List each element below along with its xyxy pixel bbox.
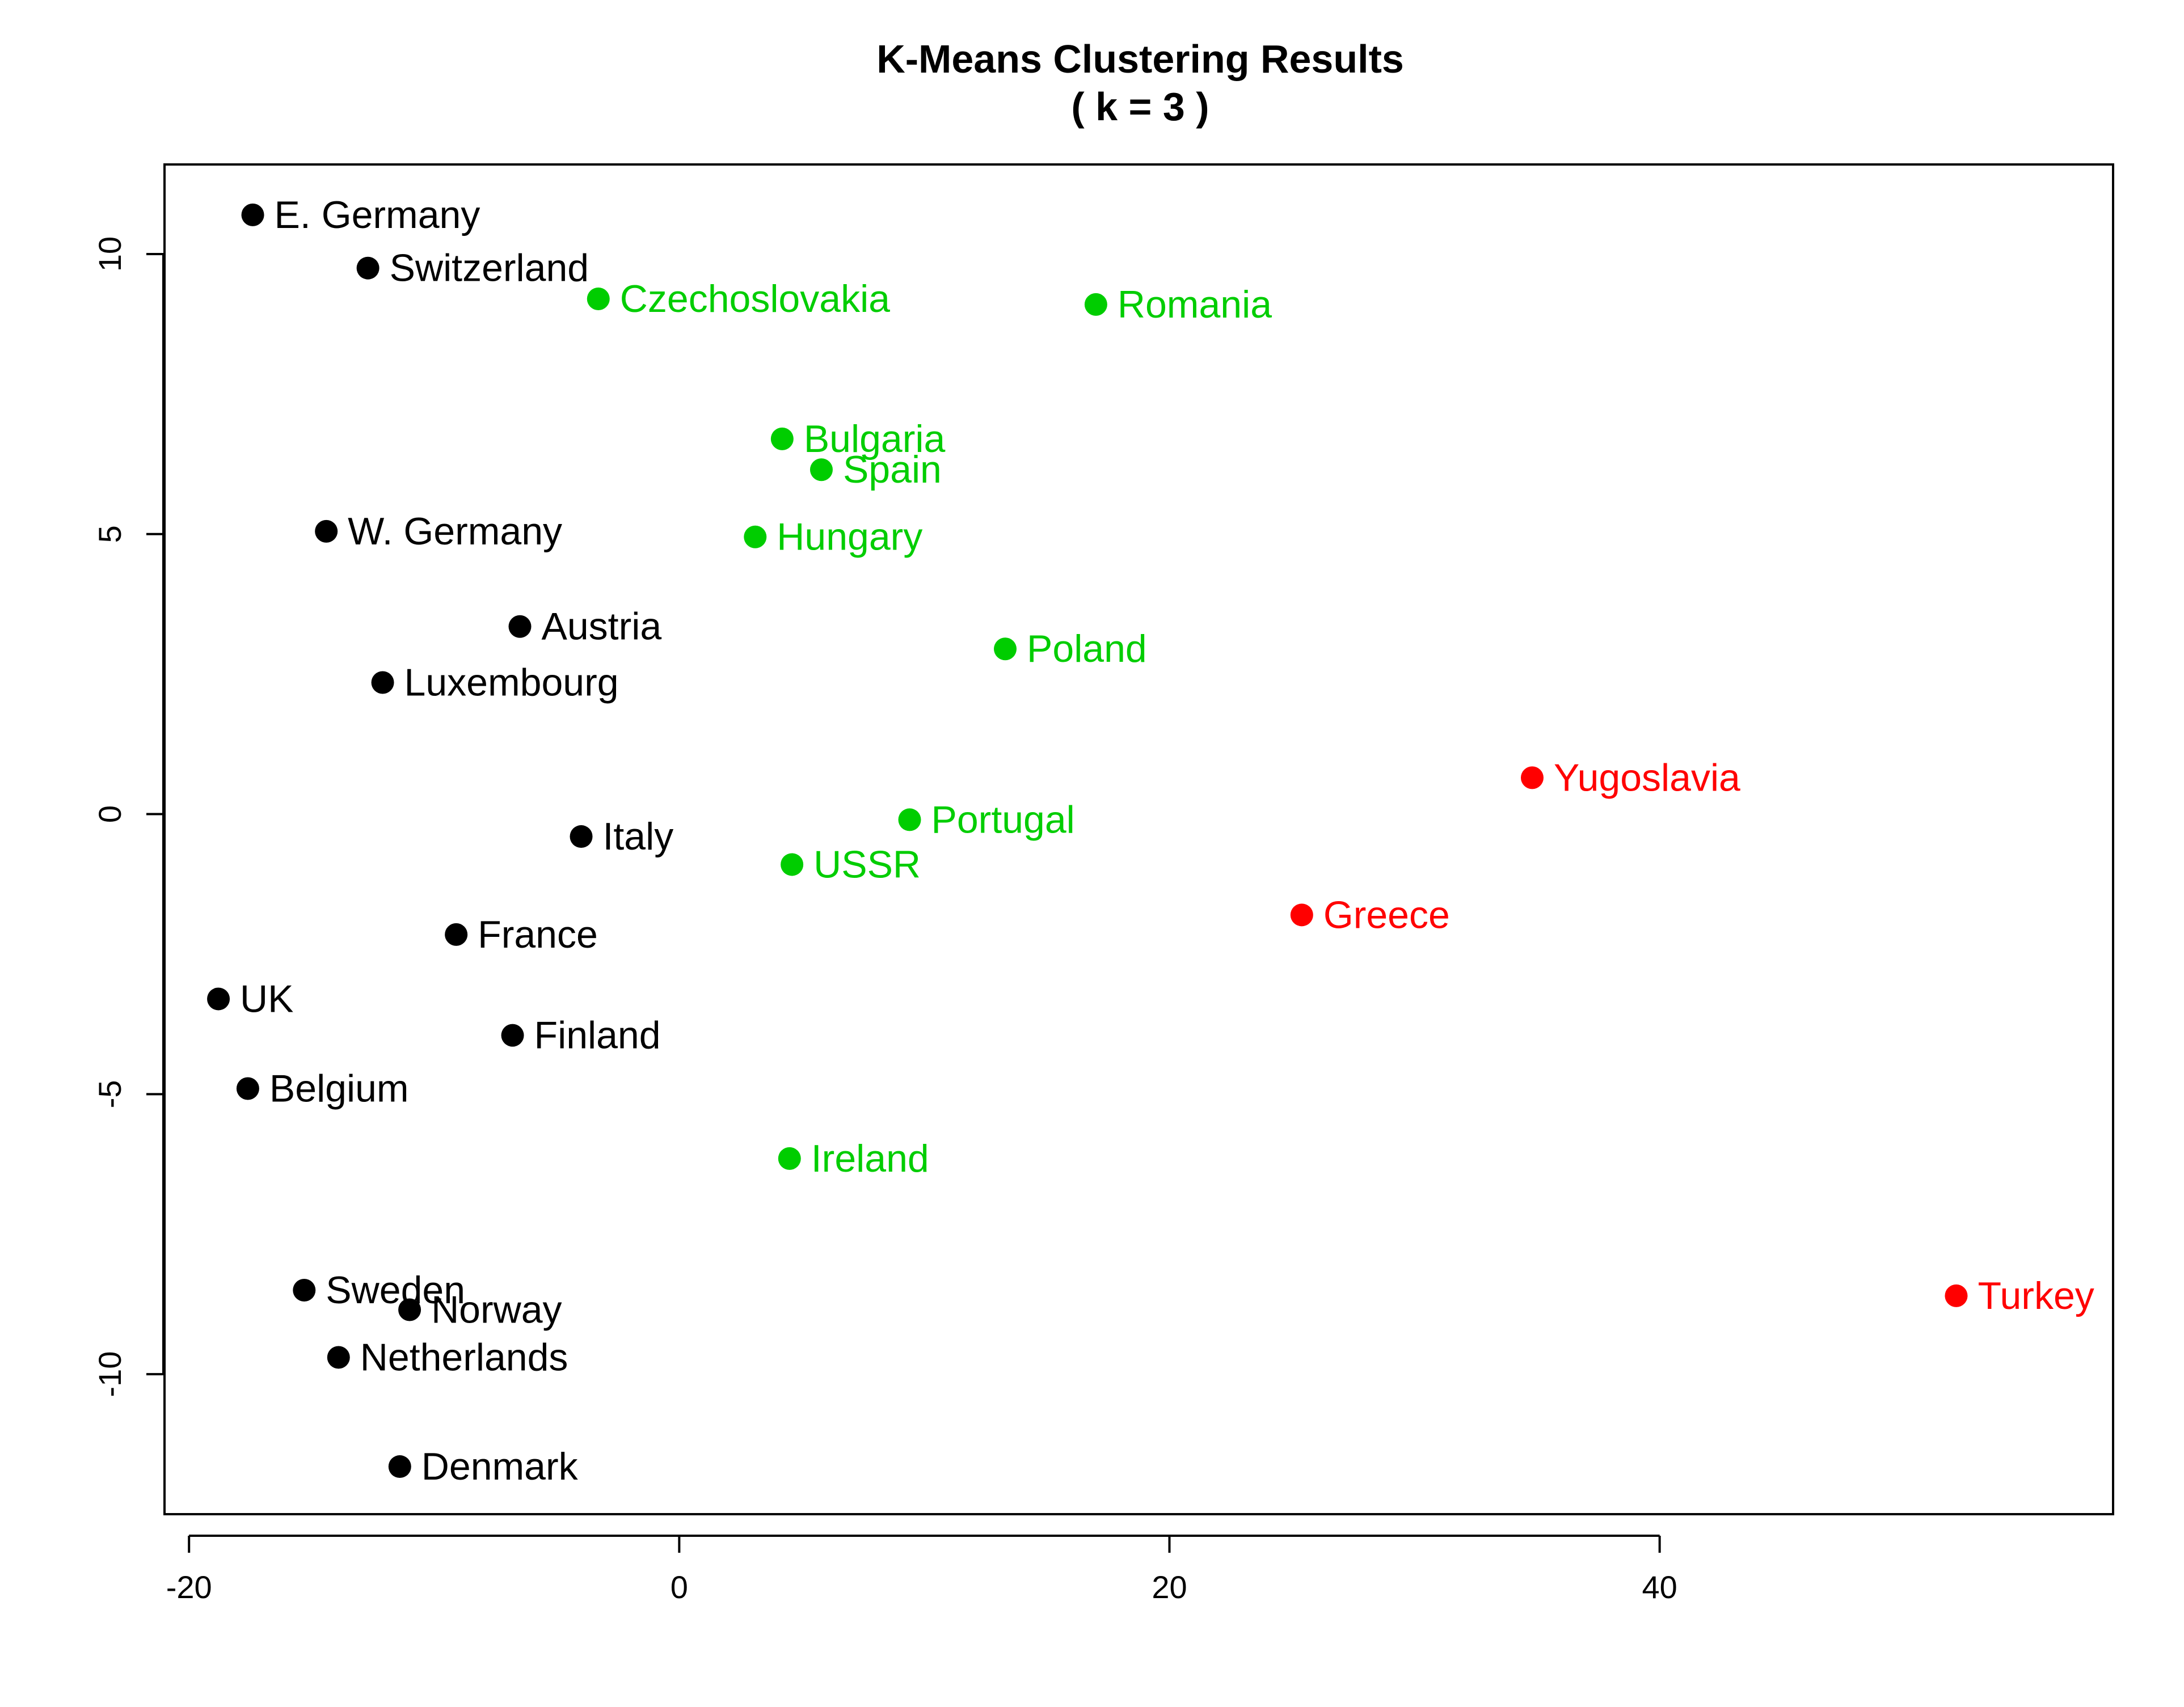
- data-point-label: Switzerland: [390, 247, 589, 290]
- chart-title: K-Means Clustering Results: [876, 37, 1404, 81]
- data-point-label: Greece: [1323, 893, 1450, 936]
- data-point-label: France: [478, 913, 598, 956]
- x-tick-label: 0: [671, 1569, 688, 1605]
- data-point-label: Netherlands: [360, 1336, 568, 1379]
- data-point-label: Turkey: [1978, 1274, 2094, 1317]
- data-point: [356, 256, 380, 280]
- data-point: [778, 1147, 801, 1170]
- data-point: [388, 1455, 411, 1478]
- y-axis: -10 -5 0 5 10: [92, 236, 165, 1397]
- data-point-label: Italy: [603, 815, 674, 858]
- data-point: [587, 288, 610, 311]
- y-tick-label: 5: [92, 525, 128, 543]
- data-point: [744, 525, 767, 548]
- data-point: [809, 458, 833, 481]
- data-point-label: Yugoslavia: [1554, 756, 1740, 799]
- data-point: [293, 1278, 316, 1302]
- y-tick-label: -10: [92, 1351, 128, 1397]
- data-point: [1290, 903, 1313, 927]
- data-point-label: Norway: [431, 1288, 562, 1332]
- chart-subtitle: ( k = 3 ): [1071, 84, 1209, 129]
- data-point-label: Ireland: [811, 1137, 929, 1180]
- data-points: E. Germany Switzerland W. Germany Austria Lu…: [207, 193, 2094, 1488]
- y-tick-label: -5: [92, 1080, 128, 1108]
- x-tick-label: 40: [1642, 1569, 1677, 1605]
- data-point: [207, 987, 230, 1011]
- data-point: [241, 203, 264, 226]
- data-point: [501, 1024, 524, 1047]
- data-point-label: Finland: [534, 1014, 661, 1057]
- x-tick-label: -20: [166, 1569, 212, 1605]
- data-point: [236, 1077, 259, 1100]
- data-point: [1084, 293, 1107, 316]
- data-point-label: W. Germany: [348, 510, 562, 553]
- data-point: [371, 671, 394, 694]
- data-point: [770, 427, 794, 450]
- data-point: [327, 1346, 350, 1369]
- data-point-label: Luxembourg: [404, 661, 619, 704]
- data-point-label: Hungary: [777, 516, 922, 559]
- data-point: [445, 923, 468, 946]
- data-point: [508, 615, 532, 638]
- data-point-label: Bulgaria: [804, 417, 946, 460]
- data-point: [315, 519, 338, 543]
- data-point-label: Romania: [1118, 283, 1272, 326]
- data-point-label: USSR: [813, 843, 921, 886]
- data-point-label: Denmark: [421, 1445, 579, 1488]
- x-axis: -20 0 20 40: [166, 1535, 1677, 1605]
- data-point: [781, 853, 804, 876]
- data-point-label: Sweden: [326, 1269, 465, 1312]
- data-point: [994, 637, 1017, 661]
- data-point: [898, 808, 921, 831]
- x-tick-label: 20: [1152, 1569, 1187, 1605]
- data-point-label: Portugal: [931, 798, 1075, 841]
- data-point-label: Czechoslovakia: [620, 277, 890, 320]
- data-point-label: Spain: [843, 448, 942, 491]
- y-tick-label: 10: [92, 236, 128, 272]
- data-point-label: Austria: [542, 605, 662, 648]
- data-point-label: Belgium: [269, 1067, 409, 1110]
- data-point-label: UK: [240, 977, 293, 1020]
- data-point: [398, 1298, 421, 1321]
- data-point: [1520, 766, 1544, 789]
- y-tick-label: 0: [92, 805, 128, 823]
- data-point: [1945, 1284, 1968, 1307]
- data-point-label: Poland: [1027, 627, 1147, 670]
- data-point: [570, 825, 593, 848]
- data-point-label: E. Germany: [275, 193, 480, 236]
